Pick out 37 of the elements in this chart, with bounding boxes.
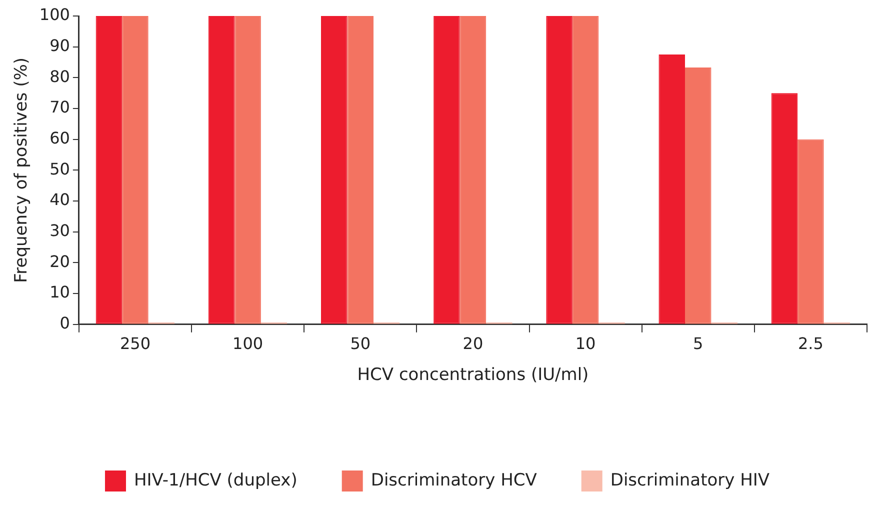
x-tick-label: 5 — [693, 334, 704, 354]
y-tick-label: 80 — [50, 66, 70, 86]
y-tick-label: 70 — [50, 98, 70, 117]
y-tick-label: 100 — [39, 5, 70, 24]
y-tick-label: 50 — [50, 159, 70, 178]
y-tick-label: 40 — [50, 190, 70, 210]
bar — [122, 16, 148, 324]
y-axis-title: Frequency of positives (%) — [12, 58, 32, 283]
y-tick-label: 30 — [50, 221, 70, 240]
y-tick-label: 0 — [60, 314, 70, 333]
legend-label: Discriminatory HIV — [610, 470, 770, 490]
bar — [460, 16, 486, 324]
x-tick-label: 2.5 — [798, 334, 824, 354]
bar — [96, 16, 122, 324]
bar — [347, 16, 374, 324]
bar — [234, 16, 261, 324]
x-tick-label: 20 — [462, 334, 484, 354]
bar — [546, 16, 572, 324]
bar — [658, 54, 685, 324]
legend-label: HIV-1/HCV (duplex) — [134, 470, 298, 490]
y-tick-label: 20 — [50, 252, 70, 271]
bar — [684, 68, 712, 324]
bar — [320, 16, 348, 324]
bar — [572, 16, 599, 324]
y-tick-label: 60 — [50, 128, 70, 148]
y-tick-label: 90 — [50, 36, 70, 55]
bar — [798, 139, 824, 324]
legend-label: Discriminatory HCV — [370, 470, 538, 490]
x-axis-title: HCV concentrations (IU/ml) — [357, 365, 589, 386]
x-tick-label: 100 — [232, 334, 264, 354]
y-tick-label: 10 — [50, 282, 70, 302]
x-tick-label: 10 — [575, 334, 596, 354]
bar — [208, 16, 235, 324]
x-tick-label: 250 — [120, 334, 151, 354]
x-tick-label: 50 — [350, 334, 371, 354]
bar — [434, 16, 460, 324]
bar — [771, 93, 798, 324]
